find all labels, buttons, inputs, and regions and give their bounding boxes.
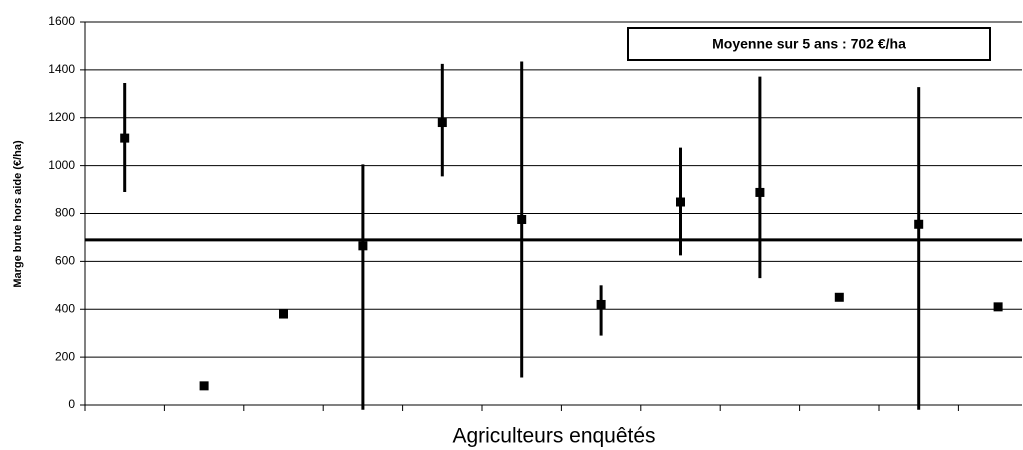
point <box>676 197 685 207</box>
y-axis-label: Marge brute hors aide (€/ha) <box>12 140 24 288</box>
point <box>120 133 130 143</box>
annotation-box <box>627 27 991 61</box>
point <box>199 381 209 391</box>
y-tick-label: 1600 <box>48 14 75 28</box>
point <box>755 187 765 197</box>
point <box>358 241 368 251</box>
point <box>834 292 844 302</box>
point <box>914 219 924 229</box>
point <box>993 302 1003 312</box>
point <box>279 309 288 319</box>
y-tick-label: 200 <box>55 349 75 363</box>
point <box>437 118 447 128</box>
x-axis-label: Agriculteurs enquêtés <box>452 425 655 448</box>
y-tick-label: 400 <box>55 301 75 315</box>
y-tick-label: 1200 <box>48 110 75 124</box>
annotation: Moyenne sur 5 ans : 702 €/ha <box>712 36 906 52</box>
y-tick-label: 800 <box>55 206 75 220</box>
point <box>517 214 527 224</box>
y-tick-label: 0 <box>68 397 75 411</box>
y-tick-label: 1400 <box>48 62 75 76</box>
point <box>596 299 606 309</box>
y-tick-label: 600 <box>55 254 75 268</box>
y-tick-label: 1000 <box>48 158 75 172</box>
